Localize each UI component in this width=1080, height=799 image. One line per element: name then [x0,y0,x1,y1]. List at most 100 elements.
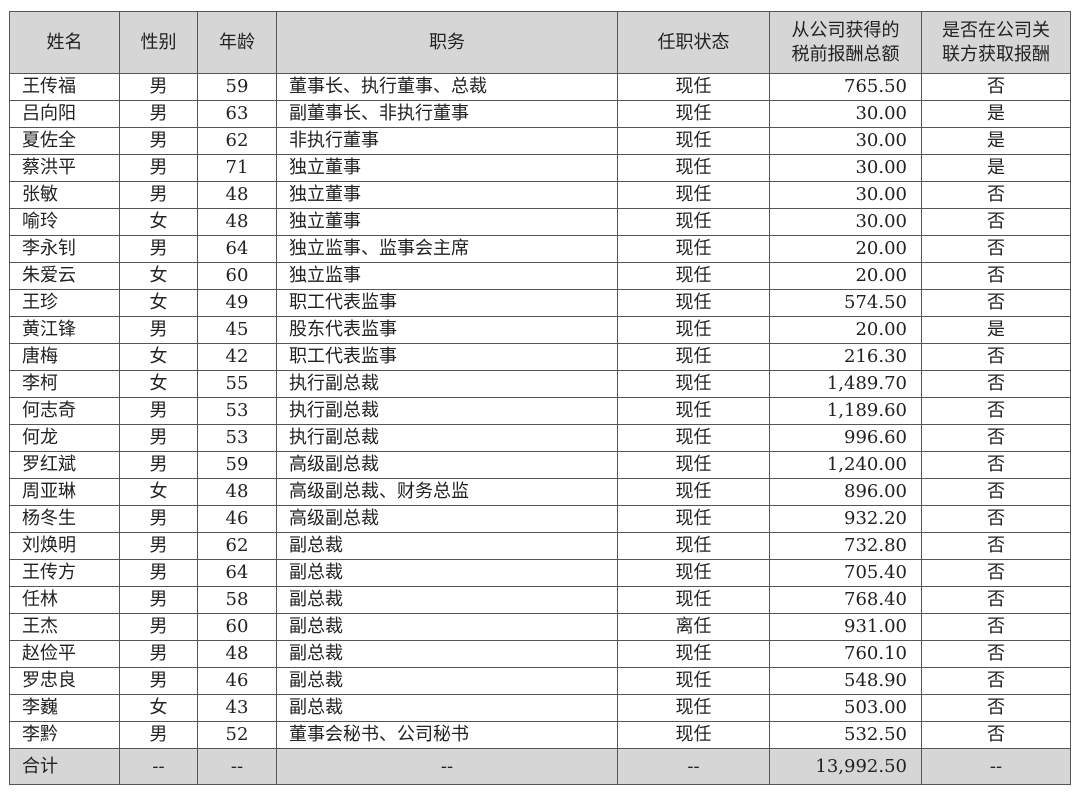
cell-name: 张敏 [9,181,120,209]
cell-age: 59 [197,73,277,101]
cell-status: 现任 [617,154,770,182]
cell-gender: 男 [119,424,198,452]
cell-name: 王珍 [9,289,120,317]
cell-related-pay: 否 [921,640,1071,668]
cell-related-pay: 是 [921,127,1071,155]
cell-pay: 931.00 [769,613,922,641]
cell-pay: 20.00 [769,262,922,290]
cell-position: 执行副总裁 [276,397,618,425]
cell-gender: 女 [119,208,198,236]
cell-pay: 705.40 [769,559,922,587]
cell-pay: 216.30 [769,343,922,371]
header-gender: 性别 [119,11,198,74]
cell-gender: 女 [119,370,198,398]
cell-status: 现任 [617,262,770,290]
cell-status: 现任 [617,505,770,533]
cell-pay: 732.80 [769,532,922,560]
cell-gender: 男 [119,721,198,749]
cell-gender: 男 [119,451,198,479]
cell-pay: 30.00 [769,100,922,128]
cell-name: 王杰 [9,613,120,641]
cell-status: 现任 [617,370,770,398]
cell-status: 现任 [617,208,770,236]
cell-position: 副总裁 [276,640,618,668]
cell-status: 现任 [617,127,770,155]
total-cell-related-pay: -- [921,748,1071,785]
cell-position: 副总裁 [276,667,618,695]
cell-related-pay: 是 [921,100,1071,128]
cell-position: 高级副总裁、财务总监 [276,478,618,506]
cell-name: 李巍 [9,694,120,722]
cell-status: 现任 [617,235,770,263]
cell-age: 48 [197,640,277,668]
cell-status: 现任 [617,343,770,371]
cell-related-pay: 否 [921,451,1071,479]
cell-gender: 女 [119,343,198,371]
cell-gender: 女 [119,289,198,317]
table-row: 何志奇男 53 执行副总裁 现任 1,189.60 否 [9,397,1071,425]
table-row: 刘焕明男 62 副总裁 现任 732.80 否 [9,532,1071,560]
table-row: 夏佐全男 62 非执行董事 现任 30.00 是 [9,127,1071,155]
executive-compensation-table: 姓名 性别 年龄 职务 任职状态 从公司获得的 税前报酬总额 是否在公司关 联方获取… [9,11,1071,785]
cell-name: 唐梅 [9,343,120,371]
cell-pay: 30.00 [769,127,922,155]
cell-age: 64 [197,559,277,587]
cell-related-pay: 否 [921,586,1071,614]
cell-position: 副总裁 [276,559,618,587]
cell-age: 45 [197,316,277,344]
cell-related-pay: 否 [921,397,1071,425]
cell-age: 60 [197,613,277,641]
cell-related-pay: 否 [921,262,1071,290]
cell-gender: 男 [119,505,198,533]
cell-gender: 男 [119,73,198,101]
cell-related-pay: 否 [921,181,1071,209]
header-related-line2: 联方获取报酬 [942,43,1050,65]
cell-related-pay: 否 [921,235,1071,263]
cell-pay: 896.00 [769,478,922,506]
cell-age: 62 [197,532,277,560]
cell-related-pay: 否 [921,694,1071,722]
cell-pay: 548.90 [769,667,922,695]
cell-gender: 女 [119,478,198,506]
cell-position: 独立董事 [276,181,618,209]
cell-age: 62 [197,127,277,155]
cell-position: 高级副总裁 [276,505,618,533]
table-row: 朱爱云女 60 独立监事 现任 20.00 否 [9,262,1071,290]
cell-pay: 760.10 [769,640,922,668]
cell-position: 执行副总裁 [276,370,618,398]
table-row: 罗忠良男 46 副总裁 现任 548.90 否 [9,667,1071,695]
cell-pay: 30.00 [769,181,922,209]
cell-position: 董事会秘书、公司秘书 [276,721,618,749]
cell-status: 现任 [617,586,770,614]
cell-age: 53 [197,424,277,452]
cell-position: 副总裁 [276,613,618,641]
cell-gender: 女 [119,694,198,722]
cell-name: 蔡洪平 [9,154,120,182]
cell-related-pay: 否 [921,73,1071,101]
cell-position: 独立监事、监事会主席 [276,235,618,263]
table-row: 杨冬生男 46 高级副总裁 现任 932.20 否 [9,505,1071,533]
header-pay-line2: 税前报酬总额 [791,43,900,65]
cell-status: 现任 [617,559,770,587]
cell-pay: 503.00 [769,694,922,722]
cell-name: 刘焕明 [9,532,120,560]
table-row: 张敏男 48 独立董事 现任 30.00 否 [9,181,1071,209]
cell-age: 42 [197,343,277,371]
cell-name: 赵俭平 [9,640,120,668]
cell-pay: 574.50 [769,289,922,317]
cell-age: 46 [197,667,277,695]
cell-age: 59 [197,451,277,479]
cell-age: 48 [197,208,277,236]
table-row: 喻玲女 48 独立董事 现任 30.00 否 [9,208,1071,236]
cell-pay: 1,189.60 [769,397,922,425]
cell-related-pay: 是 [921,316,1071,344]
table-row: 王传福男 59 董事长、执行董事、总裁 现任 765.50 否 [9,73,1071,101]
cell-status: 现任 [617,667,770,695]
table-row: 唐梅女 42 职工代表监事 现任 216.30 否 [9,343,1071,371]
cell-status: 现任 [617,532,770,560]
cell-status: 现任 [617,451,770,479]
cell-gender: 男 [119,586,198,614]
cell-name: 王传福 [9,73,120,101]
cell-status: 现任 [617,424,770,452]
table-row: 王珍女 49 职工代表监事 现任 574.50 否 [9,289,1071,317]
